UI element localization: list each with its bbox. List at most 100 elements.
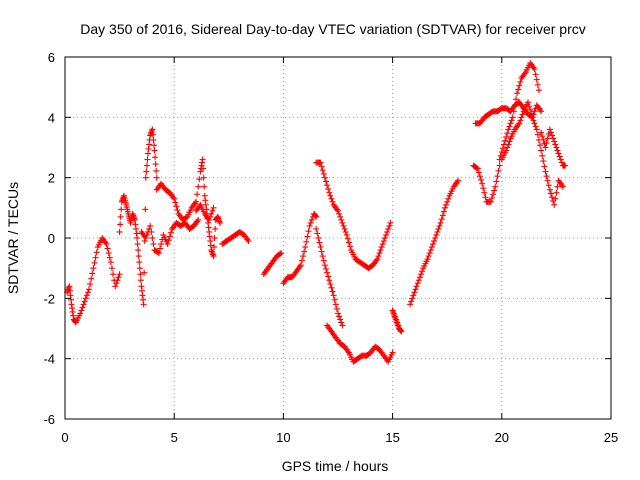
- y-tick-label: 4: [48, 110, 55, 125]
- data-point: [503, 147, 510, 154]
- data-point: [118, 206, 125, 213]
- data-point: [341, 225, 348, 232]
- data-point: [142, 206, 149, 213]
- data-point: [559, 183, 566, 190]
- data-point: [547, 129, 554, 136]
- data-point: [413, 283, 420, 290]
- y-tick-label: -6: [43, 412, 55, 427]
- data-point: [473, 164, 480, 171]
- data-point: [499, 145, 506, 152]
- data-point: [344, 235, 351, 242]
- data-point: [318, 163, 325, 170]
- data-point: [540, 158, 547, 165]
- data-point: [378, 244, 385, 251]
- y-axis-label: SDTVAR / TECUs: [5, 182, 21, 294]
- data-point: [339, 219, 346, 226]
- data-point: [383, 231, 390, 238]
- data-point: [387, 219, 394, 226]
- data-point: [516, 82, 523, 89]
- data-point: [515, 86, 522, 93]
- data-point: [319, 253, 326, 260]
- data-point: [298, 257, 305, 264]
- data-point: [300, 253, 307, 260]
- data-point: [496, 162, 503, 169]
- data-point: [142, 235, 149, 241]
- data-point: [152, 161, 159, 168]
- data-point: [539, 133, 546, 140]
- data-point: [80, 301, 87, 308]
- data-point: [194, 191, 201, 198]
- data-point: [84, 289, 91, 296]
- data-point: [144, 156, 151, 163]
- data-point: [533, 126, 540, 133]
- data-point: [149, 235, 156, 241]
- data-point: [544, 135, 551, 142]
- data-point: [503, 133, 510, 140]
- data-point: [88, 275, 95, 282]
- data-point: [135, 247, 142, 254]
- data-point: [407, 301, 414, 308]
- data-point: [439, 212, 446, 219]
- data-point: [549, 132, 556, 139]
- data-point: [278, 250, 285, 257]
- data-point: [419, 268, 426, 275]
- data-point: [511, 102, 518, 109]
- data-point: [148, 228, 155, 235]
- data-point: [113, 280, 120, 287]
- data-point: [326, 277, 333, 284]
- data-point: [534, 131, 541, 138]
- data-point: [325, 273, 332, 280]
- data-point: [153, 174, 160, 181]
- data-point: [547, 190, 554, 197]
- data-point: [424, 256, 431, 263]
- data-point: [510, 108, 517, 115]
- data-point: [338, 216, 345, 223]
- data-point: [151, 147, 158, 154]
- data-point: [436, 222, 443, 229]
- data-point: [428, 244, 435, 251]
- data-point: [542, 144, 549, 151]
- y-tick-label: 2: [48, 171, 55, 186]
- data-point: [538, 108, 545, 115]
- data-point: [211, 244, 218, 251]
- x-tick-label: 20: [495, 430, 509, 445]
- data-point: [336, 210, 343, 217]
- data-point: [516, 120, 523, 127]
- data-point: [481, 189, 488, 196]
- data-point: [512, 96, 519, 103]
- data-point: [425, 253, 432, 260]
- data-point: [305, 228, 312, 235]
- data-point: [508, 117, 515, 124]
- data-point: [435, 225, 442, 232]
- data-point: [329, 288, 336, 295]
- data-point: [149, 126, 156, 133]
- data-point: [437, 219, 444, 226]
- y-tick-label: -4: [43, 352, 55, 367]
- data-point: [167, 229, 174, 236]
- data-point: [201, 183, 208, 190]
- data-point: [208, 210, 215, 217]
- data-point: [217, 219, 224, 226]
- data-point: [91, 259, 98, 266]
- data-point: [136, 265, 143, 272]
- data-point: [380, 238, 387, 245]
- data-points: [64, 60, 569, 365]
- data-point: [171, 195, 178, 202]
- data-point: [322, 265, 329, 272]
- data-point: [445, 195, 452, 202]
- data-point: [317, 159, 324, 166]
- data-point: [345, 239, 352, 246]
- data-point: [301, 248, 308, 255]
- data-point: [493, 178, 500, 185]
- data-point: [86, 286, 93, 293]
- data-point: [443, 201, 450, 208]
- data-point: [554, 147, 561, 154]
- data-point: [193, 198, 200, 205]
- data-point: [408, 298, 415, 305]
- data-point: [314, 230, 321, 237]
- data-point: [140, 301, 147, 308]
- data-point: [78, 307, 85, 314]
- data-point: [337, 213, 344, 220]
- data-point: [183, 214, 190, 221]
